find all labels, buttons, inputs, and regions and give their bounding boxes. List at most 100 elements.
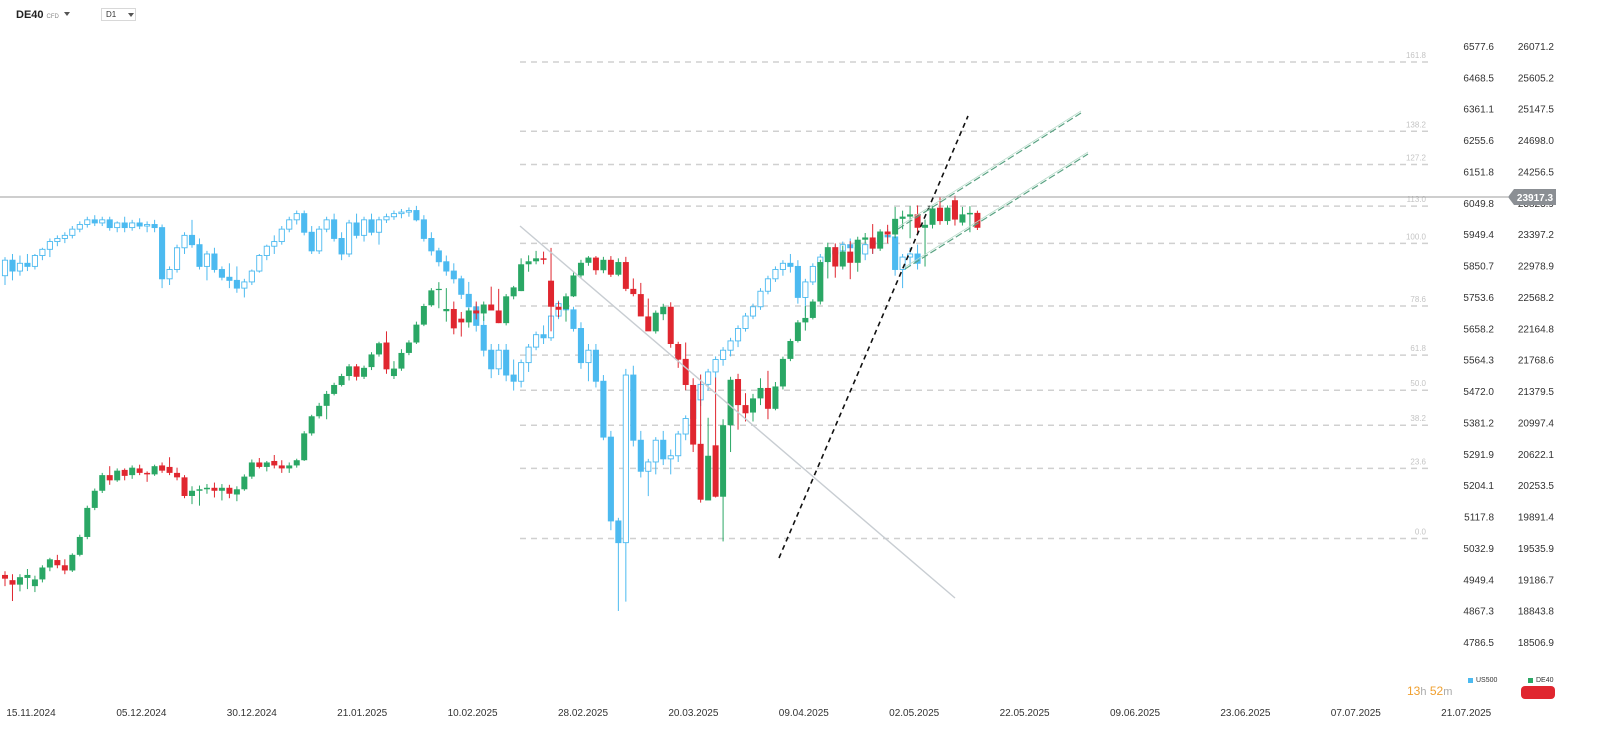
candle-body (787, 262, 794, 267)
candle-body (405, 210, 412, 213)
de40-candle (854, 236, 861, 272)
candle-body (181, 477, 188, 496)
timeframe-label: D1 (106, 10, 117, 19)
candle-body (420, 306, 427, 325)
candle-body (966, 212, 973, 215)
symbol-selector[interactable]: DE40 CFD (16, 9, 59, 21)
us500-candle (772, 266, 779, 282)
de40-candle (151, 464, 158, 476)
us500-candle (787, 253, 794, 273)
channel-lower-line-inner (904, 151, 1089, 268)
us500-candle (413, 205, 420, 222)
y-left-tick-label: 5564.3 (1463, 356, 1494, 367)
candle-body (884, 231, 891, 235)
candle-body (271, 460, 278, 466)
y-left-tick-label: 5381.2 (1463, 418, 1494, 429)
candle-body (76, 536, 83, 555)
candle-body (106, 219, 113, 229)
candle-body (91, 219, 98, 224)
candle-body (720, 425, 727, 497)
candle-body (899, 216, 906, 219)
sell-button[interactable] (1521, 686, 1555, 699)
us500-candle (166, 266, 173, 286)
y-left-tick-label: 5658.2 (1463, 324, 1494, 335)
candle-body (450, 270, 457, 280)
de40-candle (121, 468, 128, 481)
candle-body (667, 306, 674, 344)
candle-body (705, 455, 712, 501)
fibonacci-levels: 161.8 138.2 127.2 113.0 100.0 78.6 61.8 50.0 38.… (520, 51, 1428, 540)
us500-candle (241, 278, 248, 298)
candle-body (390, 368, 397, 377)
de40-candle (61, 559, 68, 575)
de40-candle (99, 472, 106, 493)
legend-label-de40: DE40 (1536, 677, 1554, 684)
timeframe-selector[interactable]: D1 (101, 8, 136, 21)
y-left-tick-label: 6151.8 (1463, 167, 1494, 178)
de40-candle (548, 247, 555, 332)
candle-body (316, 228, 323, 252)
candle-body (892, 218, 899, 235)
us500-candle (151, 219, 158, 233)
candle-body (630, 374, 637, 441)
legend-label-us500: US500 (1476, 677, 1498, 684)
fib-level-label: 61.8 (1410, 344, 1426, 353)
candle-body (368, 219, 375, 233)
fib-level-label: 38.2 (1410, 414, 1426, 423)
de40-candle (174, 467, 181, 481)
candle-body (480, 324, 487, 351)
us500-candle (749, 303, 757, 320)
candle-body (166, 269, 173, 280)
fib-level-label: 127.2 (1406, 153, 1427, 162)
de40-candles (2, 195, 981, 602)
candle-body (660, 306, 667, 315)
channel-upper-line-inner (897, 110, 1082, 228)
de40-candle (914, 205, 921, 233)
candle-body (802, 317, 809, 323)
candle-body (465, 310, 472, 323)
us500-candle (188, 219, 196, 248)
candle-body (585, 257, 592, 263)
candle-body (607, 259, 614, 275)
candle-body (645, 461, 652, 472)
de40-candle (974, 210, 981, 231)
candle-body (892, 236, 899, 270)
candle-body (862, 244, 869, 255)
y-right-tick-label: 23397.2 (1518, 230, 1555, 241)
de40-candle (922, 219, 929, 267)
candle-body (488, 304, 495, 311)
candle-body (652, 312, 659, 332)
drawing-tools (519, 110, 1089, 599)
candle-body (435, 288, 442, 291)
us500-candle (428, 232, 435, 256)
chevron-down-icon[interactable] (64, 12, 70, 16)
candle-body (346, 222, 353, 255)
de40-candle (383, 331, 390, 374)
de40-candle (637, 282, 644, 317)
legend-item-us500[interactable]: US500 (1468, 677, 1497, 684)
us500-candle (465, 281, 472, 313)
legend-item-de40[interactable]: DE40 (1528, 677, 1554, 684)
countdown-minutes: 52 (1429, 684, 1444, 698)
us500-candle (368, 213, 375, 236)
de40-candle (794, 320, 801, 343)
candle-body (824, 247, 831, 263)
de40-candle (450, 301, 457, 335)
de40-candle (226, 484, 233, 499)
candle-body (99, 475, 106, 491)
us500-candle (316, 226, 323, 254)
candle-body (331, 219, 338, 239)
candle-body (420, 219, 427, 239)
x-tick-label: 30.12.2024 (227, 708, 277, 719)
us500-candle (218, 266, 225, 281)
us500-candle (862, 241, 869, 261)
de40-candle (189, 486, 195, 505)
us500-candle (727, 337, 734, 357)
candle-body (742, 315, 749, 329)
candle-countdown: 13h 52m (1407, 684, 1452, 698)
candle-body (907, 214, 914, 217)
de40-candle (742, 393, 749, 422)
candle-body (525, 261, 532, 265)
candle-body (727, 340, 734, 351)
